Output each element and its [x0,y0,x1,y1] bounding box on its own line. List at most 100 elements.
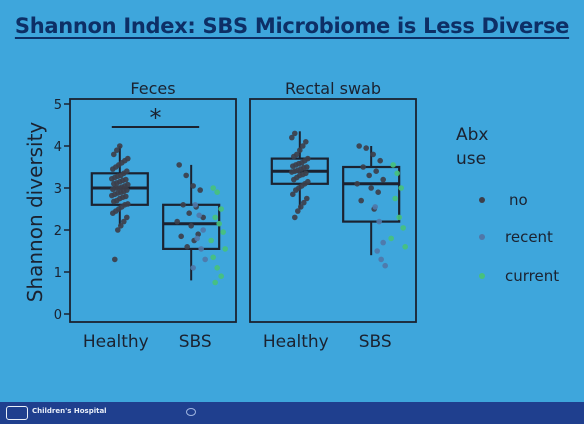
data-point-no [292,214,298,221]
data-point-no [174,218,180,225]
data-point-no [298,204,304,210]
data-point-current [390,162,396,168]
data-point-no [373,168,379,174]
footer-mark-icon [186,408,196,416]
legend-title-line-1: Abx [456,125,488,145]
data-point-current [218,206,224,212]
legend-swatch-current [479,273,485,279]
data-point-no [125,155,131,162]
data-point-recent [200,227,206,233]
legend-swatch-recent [479,234,485,240]
data-point-no [366,172,372,179]
data-point-no [375,189,381,195]
data-point-no [295,208,301,214]
data-point-no [297,147,303,153]
data-point-recent [196,212,202,219]
data-point-no [289,134,295,141]
slide-title: Shannon Index: SBS Microbiome is Less Di… [14,14,570,38]
data-point-recent [202,256,208,263]
data-point-no [184,244,190,250]
data-point-no [180,202,186,208]
y-tick-label: 1 [54,266,62,281]
data-point-no [301,199,307,206]
panel-title: Rectal swab [285,79,381,98]
data-point-no [124,214,130,221]
data-point-no [124,168,130,174]
data-point-no [356,143,362,149]
data-point-recent [382,262,388,269]
data-point-no [305,178,311,185]
y-tick-label: 2 [54,224,62,239]
panel-frame [69,98,237,323]
data-point-current [214,265,220,271]
hospital-logo-icon [6,406,28,420]
legend-entry-recent: recent [505,228,553,246]
data-point-no [354,181,360,187]
significance-marker: * [149,104,161,132]
data-point-current [208,237,214,244]
panel-frame [249,98,417,323]
data-point-recent [374,248,380,254]
data-point-current [218,273,224,280]
data-point-recent [380,239,386,246]
data-point-current [212,279,218,286]
data-point-no [176,162,182,168]
data-point-current [210,254,216,261]
data-point-recent [194,235,200,242]
footer-bar: Children's Hospital [0,402,584,424]
data-point-current [222,246,228,252]
footer-text: Children's Hospital [32,407,107,415]
data-point-no [125,181,131,188]
data-point-no [123,176,129,183]
data-point-no [188,223,194,229]
data-point-no [183,172,189,179]
data-point-recent [376,218,382,225]
legend-title-line-2: use [456,149,486,169]
data-point-no [124,187,130,193]
x-tick-label: Healthy [263,332,329,352]
data-point-current [216,220,222,227]
data-point-no [303,139,309,145]
y-axis-label: Shannon diversity [23,122,47,303]
data-point-recent [372,204,378,210]
y-tick-label: 5 [54,98,62,113]
data-point-no [363,145,369,151]
data-point-no [111,151,117,158]
legend-entry-no: no [509,191,528,209]
data-point-current [396,214,402,221]
data-point-no [360,164,366,170]
data-point-current [392,195,398,202]
data-point-no [195,231,201,237]
panel-title: Feces [130,79,175,98]
data-point-no [178,233,184,240]
data-point-no [125,201,131,207]
data-point-no [358,197,364,204]
data-point-current [398,185,404,191]
y-tick-label: 4 [54,140,62,155]
data-point-no [290,191,296,198]
x-tick-label: SBS [179,332,212,352]
data-point-current [394,170,400,177]
data-point-current [220,229,226,235]
data-point-no [197,187,203,193]
data-point-no [294,151,300,158]
legend-entry-current: current [505,267,559,285]
data-point-no [190,183,196,189]
y-tick-label: 3 [54,182,62,197]
data-point-current [402,244,408,250]
shannon-box-plot: Shannon diversity 0 1 2 3 4 5 Feces Healthy SBS * R… [23,79,559,352]
data-point-current [400,225,406,231]
data-point-no [186,210,192,216]
data-point-no [115,227,121,233]
data-point-no [304,164,310,170]
data-point-no [305,155,311,162]
x-tick-label: Healthy [83,332,149,352]
data-point-no [377,157,383,164]
data-point-no [292,130,298,137]
data-point-current [388,235,394,242]
box [342,165,401,223]
data-point-current [210,185,216,191]
data-point-no [300,143,306,149]
data-point-no [123,193,129,200]
data-point-no [304,195,310,202]
